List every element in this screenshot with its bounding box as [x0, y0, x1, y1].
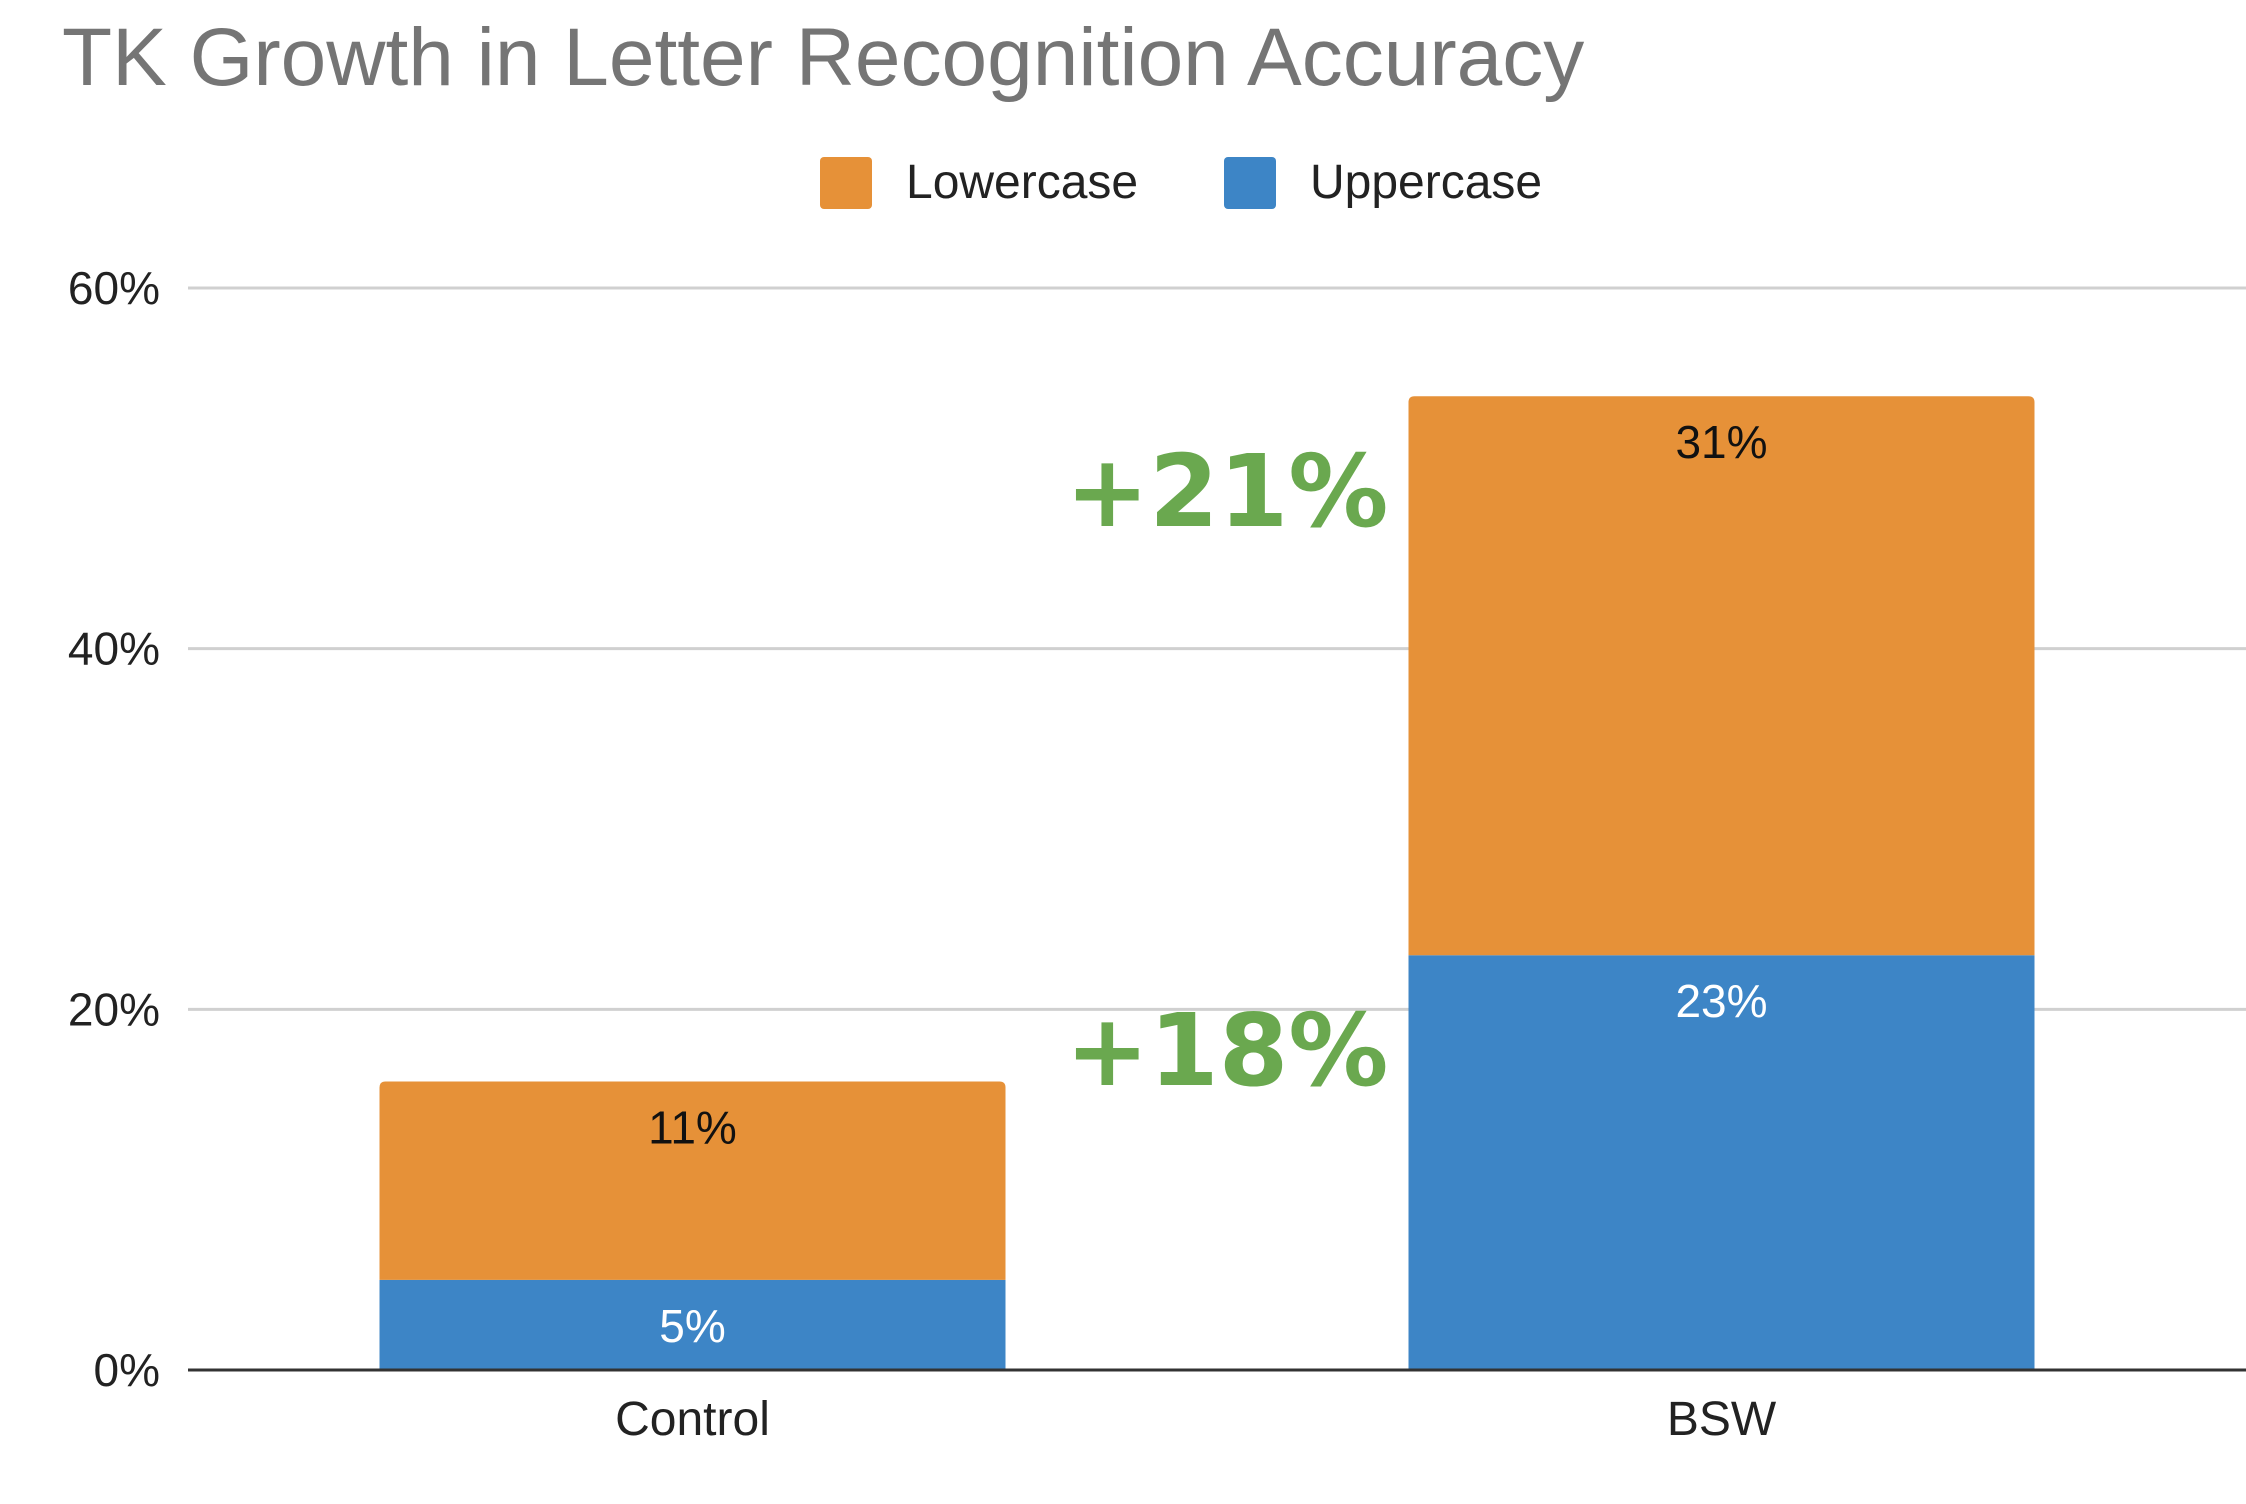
- x-category-label: BSW: [1667, 1393, 1777, 1446]
- bar-segment-lowercase-control: [379, 1081, 1006, 1280]
- bar-segment-uppercase-control: [379, 1279, 1006, 1370]
- y-tick-label: 20%: [68, 983, 160, 1035]
- data-label-lowercase-bsw: 31%: [1675, 416, 1767, 468]
- y-tick-label: 0%: [94, 1344, 160, 1396]
- data-label-uppercase-control: 5%: [659, 1300, 725, 1352]
- bar-segment-lowercase-bsw: [1408, 396, 2035, 956]
- x-category-label: Control: [615, 1393, 770, 1446]
- bar-segment-uppercase-bsw: [1408, 955, 2035, 1370]
- y-tick-label: 40%: [68, 623, 160, 675]
- legend-swatch-uppercase: [1224, 157, 1276, 209]
- growth-annotation-uppercase: +18%: [1065, 992, 1388, 1109]
- data-label-uppercase-bsw: 23%: [1675, 975, 1767, 1027]
- legend-label-uppercase: Uppercase: [1310, 156, 1542, 209]
- y-tick-label: 60%: [68, 262, 160, 314]
- bars: 5% 11% 23% 31%: [379, 396, 2035, 1370]
- x-axis-labels: Control BSW: [615, 1393, 1777, 1446]
- legend-swatch-lowercase: [820, 157, 872, 209]
- legend: Lowercase Uppercase: [820, 156, 1542, 209]
- chart-title: TK Growth in Letter Recognition Accuracy: [62, 12, 1584, 103]
- y-axis-ticks: 0% 20% 40% 60%: [68, 262, 160, 1396]
- legend-label-lowercase: Lowercase: [906, 156, 1138, 209]
- data-label-lowercase-control: 11%: [648, 1101, 737, 1153]
- growth-annotation-lowercase: +21%: [1065, 433, 1388, 550]
- annotations: +21% +18%: [1065, 433, 1388, 1109]
